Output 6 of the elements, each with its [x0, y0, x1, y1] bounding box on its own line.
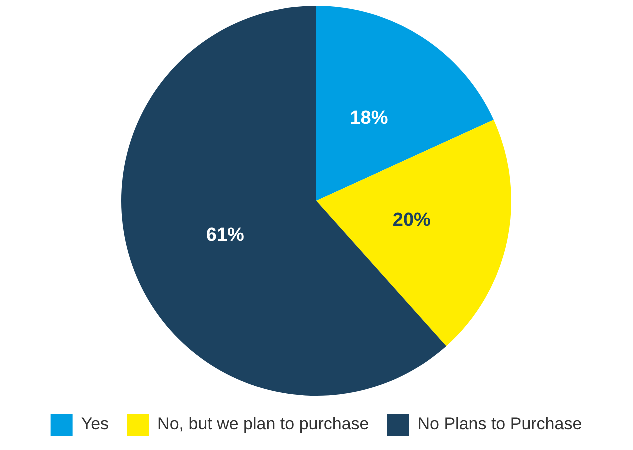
legend-label: No, but we plan to purchase [158, 414, 370, 434]
legend-label: Yes [81, 414, 110, 434]
data-label: 18% [350, 108, 388, 130]
legend-label: No Plans to Purchase [418, 414, 582, 434]
data-label: 61% [206, 225, 245, 246]
data-label: 20% [392, 210, 432, 232]
